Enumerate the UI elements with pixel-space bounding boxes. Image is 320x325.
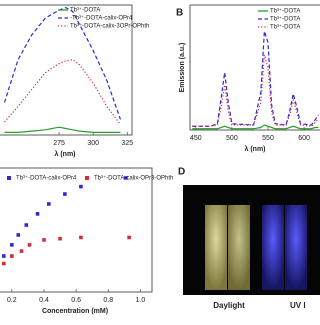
cuvette: [285, 205, 307, 290]
series-line: [192, 54, 319, 127]
series-line: [3, 6, 122, 120]
legend-label: Tb³⁺-DOTA-calix-3OPr-OPhth: [70, 23, 149, 30]
point: [35, 212, 40, 216]
photo-panel: D Daylight UV l: [178, 167, 320, 310]
plot-area: [192, 31, 320, 130]
point: [127, 235, 131, 240]
plot-frame: [0, 167, 153, 293]
panel-label: B: [176, 8, 183, 19]
point: [46, 202, 51, 206]
legend-label: Tb³⁺-DOTA: [70, 7, 100, 14]
x-axis-label: Concentration (mM): [42, 308, 108, 315]
point: [10, 254, 14, 258]
x-tick-label: 600: [298, 135, 310, 142]
point: [58, 236, 62, 241]
point: [79, 184, 83, 189]
legend-label: Tb³⁺-DOTA: [270, 8, 300, 15]
x-tick-label: 275: [53, 140, 65, 147]
x-tick-label: 550: [262, 135, 274, 142]
x-tick-label: 1.0: [135, 297, 145, 304]
series-line: [4, 126, 121, 133]
x-tick-label: 0.4: [39, 297, 49, 304]
point: [2, 261, 6, 266]
y-axis-label: Emission (a.u.): [179, 43, 186, 93]
x-tick-label: 500: [226, 135, 238, 142]
legend-label: -Tb³⁺-DOTA-calix-OPr4: [70, 15, 133, 22]
plot-area: [3, 6, 122, 133]
caption: UV l: [290, 301, 306, 310]
x-tick-label: 300: [87, 140, 99, 147]
series-line: [192, 31, 320, 127]
point: [27, 243, 32, 247]
x-tick-label: 0.6: [71, 297, 81, 304]
cuvette: [205, 205, 227, 290]
plot-area: [2, 176, 131, 266]
legend-label: Tb³⁺-DOTA-calix-OPr3-OPhth: [94, 175, 173, 182]
x-axis-label: λ (nm): [55, 150, 76, 158]
panel-label: D: [178, 167, 185, 178]
point: [2, 254, 6, 258]
point: [19, 249, 24, 253]
point: [16, 233, 21, 237]
cuvette: [228, 205, 250, 290]
x-tick-label: 450: [190, 135, 202, 142]
legend-swatch: [7, 176, 11, 180]
point: [124, 176, 128, 180]
legend-label: Tb³⁺-DOTA: [270, 16, 300, 23]
legend-label: Tb³⁺-DOTA-calix-OPr4: [16, 175, 77, 182]
x-tick-label: 0.2: [7, 297, 17, 304]
cuvette: [262, 205, 284, 290]
caption: Daylight: [213, 301, 245, 310]
point: [63, 192, 67, 196]
x-tick-label: 325: [121, 140, 133, 147]
series-line: [4, 58, 121, 125]
point: [42, 238, 46, 242]
plot-frame: [0, 4, 133, 136]
point: [10, 243, 14, 247]
legend-label: Tb³⁺-DOTA: [270, 24, 300, 31]
x-tick-label: 0.8: [103, 297, 113, 304]
point: [24, 223, 29, 227]
plot-frame: [189, 4, 320, 131]
point: [79, 235, 83, 240]
series-line: [192, 124, 319, 130]
x-axis-label: λ (nm): [245, 145, 266, 153]
legend-swatch: [85, 176, 89, 180]
